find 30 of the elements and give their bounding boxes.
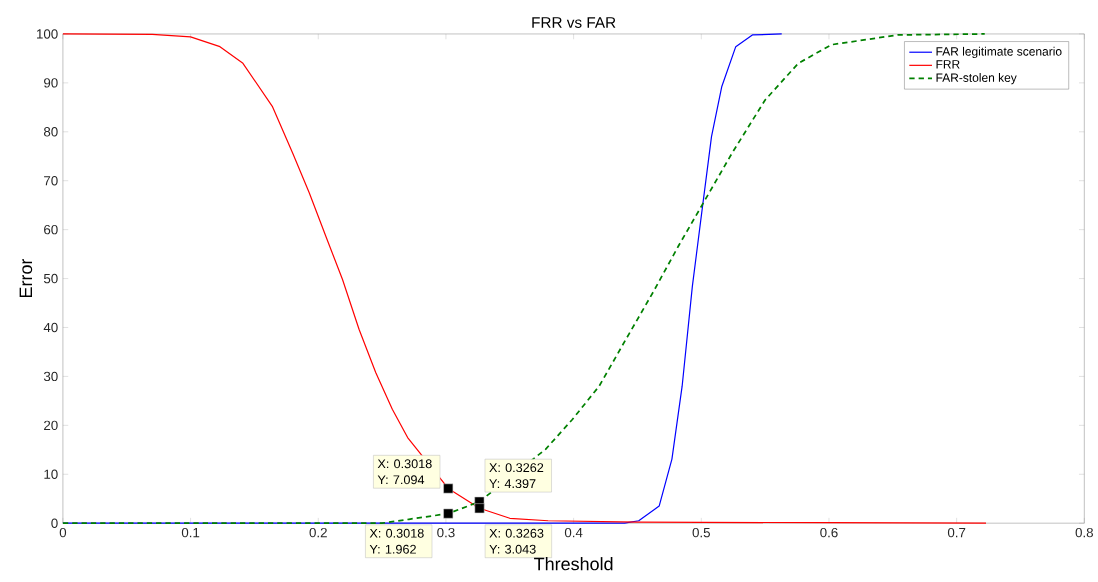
legend-label: FRR bbox=[936, 60, 960, 69]
y-tick-label: 10 bbox=[44, 469, 58, 479]
chart-title: FRR vs FAR bbox=[532, 17, 616, 28]
y-tick-label: 70 bbox=[44, 175, 58, 186]
annotation: X: 0.3262 Y: 4.397 bbox=[489, 463, 544, 489]
x-tick-label: 0.4 bbox=[564, 527, 583, 538]
legend-label: FAR legitimate scenario bbox=[936, 46, 1062, 58]
x-tick-label: 0.8 bbox=[1075, 527, 1093, 538]
x-tick-label: 0 bbox=[59, 527, 67, 538]
y-tick-label: 60 bbox=[44, 224, 58, 235]
annotation: X: 0.3018 Y: 7.094 bbox=[377, 459, 432, 485]
y-tick-label: 30 bbox=[43, 371, 58, 382]
y-tick-label: 40 bbox=[43, 322, 58, 333]
y-tick-label: 100 bbox=[37, 29, 58, 39]
y-tick-label: 80 bbox=[43, 127, 58, 137]
y-tick-label: 0 bbox=[51, 518, 58, 528]
x-tick-label: 0.7 bbox=[947, 527, 966, 538]
y-tick-label: 90 bbox=[44, 78, 58, 88]
x-axis-title: Threshold bbox=[534, 557, 613, 571]
annotation: X: 0.3018 Y: 1.962 bbox=[369, 528, 424, 554]
y-tick-label: 50 bbox=[43, 273, 58, 284]
x-tick-label: 0.3 bbox=[437, 527, 455, 538]
y-axis-title: Error bbox=[19, 258, 33, 298]
x-tick-label: 0.2 bbox=[309, 527, 327, 538]
x-tick-label: 0.1 bbox=[181, 527, 200, 538]
annotation: X: 0.3263 Y: 3.043 bbox=[489, 528, 544, 554]
y-tick-label: 20 bbox=[44, 420, 58, 430]
legend-label: FAR-stolen key bbox=[936, 73, 1017, 85]
x-tick-label: 0.5 bbox=[692, 527, 710, 538]
x-tick-label: 0.6 bbox=[820, 527, 838, 538]
